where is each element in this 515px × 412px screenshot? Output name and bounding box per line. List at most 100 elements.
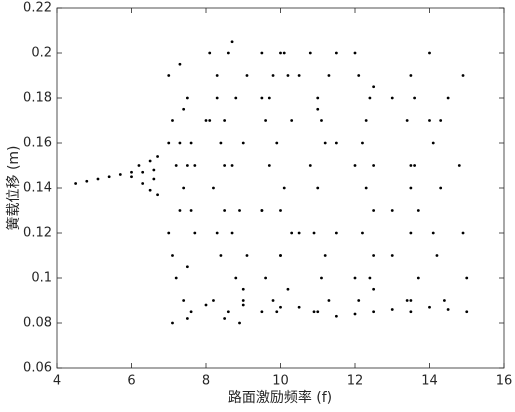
- point: [446, 96, 450, 100]
- point: [372, 287, 376, 291]
- point: [107, 175, 111, 179]
- point: [212, 299, 215, 302]
- point: [431, 231, 435, 235]
- point: [185, 265, 189, 269]
- point: [439, 186, 443, 190]
- point: [152, 177, 156, 181]
- point: [327, 74, 331, 77]
- point: [223, 209, 227, 212]
- point: [185, 317, 189, 320]
- point: [465, 310, 469, 314]
- point: [279, 254, 282, 257]
- point: [96, 177, 100, 181]
- point: [308, 164, 312, 167]
- point: [286, 74, 290, 77]
- point: [290, 231, 294, 235]
- point: [219, 141, 223, 145]
- point: [215, 231, 219, 235]
- point: [320, 276, 323, 280]
- point: [185, 96, 189, 100]
- point: [435, 254, 439, 257]
- point: [156, 193, 159, 197]
- point: [152, 168, 156, 172]
- point: [226, 310, 230, 314]
- point: [193, 231, 197, 235]
- point: [357, 299, 361, 302]
- point: [267, 164, 271, 167]
- point: [167, 231, 171, 235]
- point: [361, 141, 364, 145]
- point: [334, 51, 338, 55]
- y-tick-label: 0.14: [23, 181, 52, 196]
- point: [316, 107, 320, 111]
- point: [409, 186, 413, 190]
- point: [409, 299, 413, 302]
- point: [368, 96, 372, 100]
- point: [416, 276, 420, 280]
- point: [465, 276, 469, 280]
- point: [193, 164, 197, 167]
- point: [308, 51, 312, 55]
- point: [461, 231, 465, 235]
- point: [357, 74, 361, 77]
- point: [457, 164, 461, 167]
- point: [141, 170, 145, 174]
- point: [182, 299, 186, 302]
- point: [428, 51, 431, 55]
- x-tick-label: 16: [496, 374, 513, 389]
- point: [208, 51, 212, 55]
- point: [182, 107, 186, 111]
- y-tick-label: 0.06: [23, 361, 52, 376]
- point: [189, 310, 193, 314]
- point: [390, 209, 394, 212]
- point: [167, 74, 171, 77]
- point: [334, 141, 338, 145]
- y-axis-label: 簧载位移 (m): [6, 145, 22, 230]
- point: [297, 305, 301, 309]
- point: [323, 254, 327, 257]
- point: [189, 209, 193, 212]
- point: [171, 321, 174, 325]
- point: [279, 209, 282, 212]
- point: [446, 308, 450, 311]
- point: [85, 179, 89, 183]
- point: [241, 141, 245, 145]
- point: [372, 254, 376, 257]
- point: [223, 317, 227, 320]
- point: [353, 51, 357, 55]
- point: [260, 96, 264, 100]
- point: [178, 62, 182, 66]
- point: [174, 164, 178, 167]
- y-tick-label: 0.18: [23, 91, 52, 106]
- point: [428, 305, 431, 309]
- point: [275, 310, 279, 314]
- point: [264, 119, 267, 122]
- point: [361, 231, 364, 235]
- point: [223, 119, 227, 122]
- point: [282, 186, 286, 190]
- point: [137, 164, 141, 167]
- point: [260, 51, 264, 55]
- point: [372, 310, 376, 314]
- point: [260, 209, 264, 212]
- point: [241, 287, 245, 291]
- point: [208, 119, 212, 122]
- y-tick-label: 0.2: [31, 46, 52, 61]
- point: [409, 74, 413, 77]
- point: [215, 74, 219, 77]
- point: [230, 231, 234, 235]
- point: [372, 85, 376, 89]
- y-tick-label: 0.16: [23, 136, 52, 151]
- point: [353, 276, 357, 280]
- point: [409, 164, 413, 167]
- x-tick-label: 10: [272, 374, 289, 389]
- point: [368, 276, 372, 280]
- point: [226, 51, 230, 55]
- point: [364, 186, 368, 190]
- point: [390, 96, 394, 100]
- point: [219, 254, 223, 257]
- point: [267, 96, 271, 100]
- point: [230, 164, 234, 167]
- point: [409, 231, 413, 235]
